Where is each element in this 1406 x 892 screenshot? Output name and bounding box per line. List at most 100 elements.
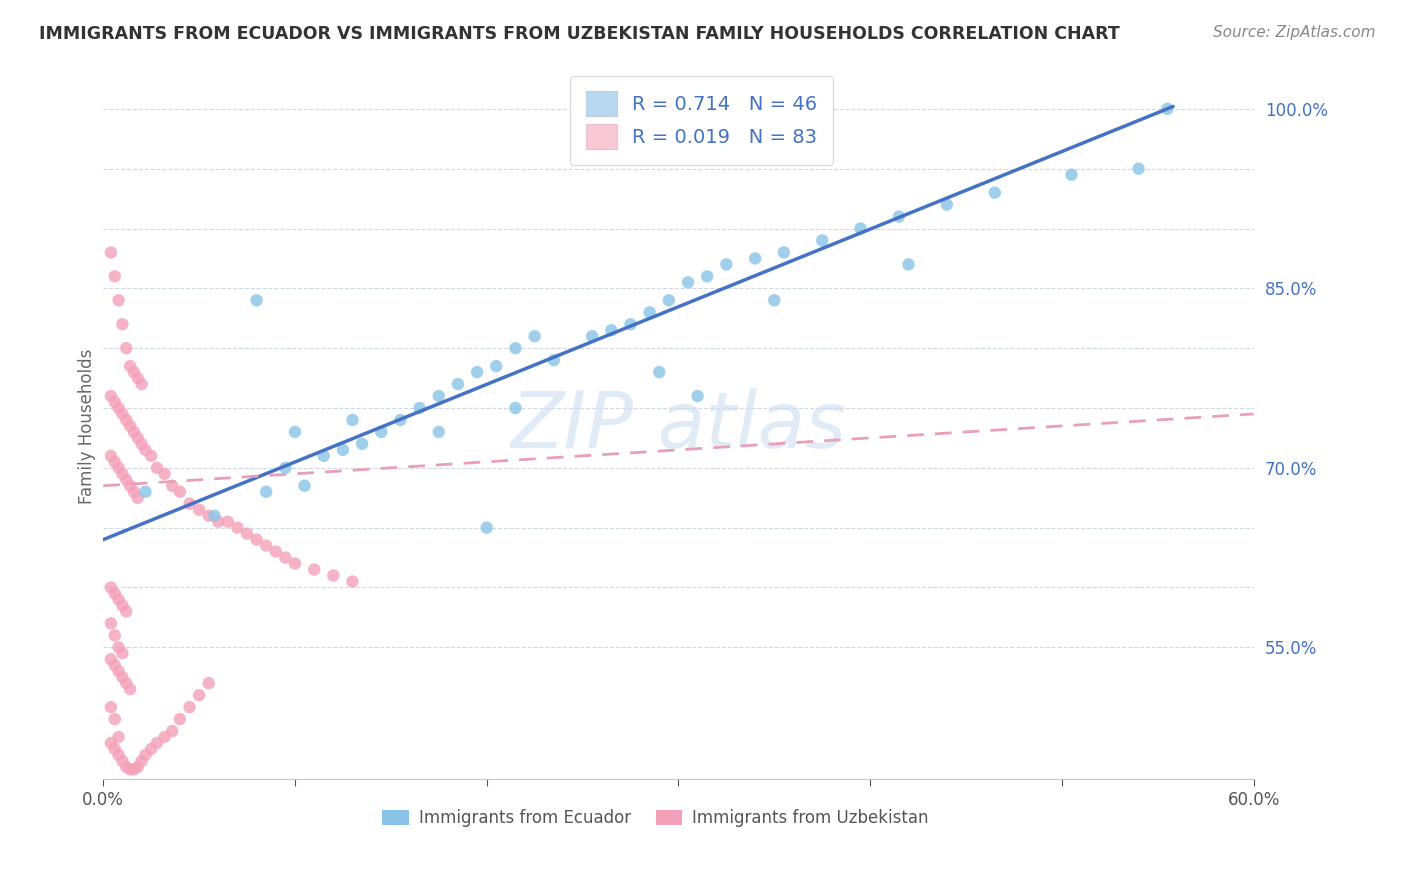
Point: [122, 365, 145, 379]
Point: [600, 323, 623, 337]
Point: [543, 353, 565, 368]
Point: [162, 479, 184, 493]
Point: [342, 574, 364, 589]
Point: [100, 700, 122, 714]
Point: [120, 479, 142, 493]
Legend: Immigrants from Ecuador, Immigrants from Uzbekistan: Immigrants from Ecuador, Immigrants from…: [375, 803, 935, 834]
Point: [254, 484, 277, 499]
Point: [658, 293, 681, 308]
Point: [100, 389, 122, 403]
Point: [696, 269, 718, 284]
Point: [236, 526, 259, 541]
Point: [100, 449, 122, 463]
Point: [427, 425, 450, 439]
Point: [897, 257, 920, 271]
Point: [131, 754, 153, 768]
Point: [284, 425, 307, 439]
Point: [115, 604, 138, 618]
Point: [352, 437, 374, 451]
Point: [107, 640, 129, 655]
Point: [811, 234, 834, 248]
Point: [104, 742, 127, 756]
Point: [100, 652, 122, 666]
Point: [104, 712, 127, 726]
Point: [153, 730, 176, 744]
Point: [100, 245, 122, 260]
Point: [104, 395, 127, 409]
Point: [254, 539, 277, 553]
Point: [264, 544, 287, 558]
Point: [648, 365, 671, 379]
Point: [619, 318, 641, 332]
Point: [638, 305, 661, 319]
Point: [207, 515, 229, 529]
Point: [104, 586, 127, 600]
Point: [427, 389, 450, 403]
Point: [284, 557, 307, 571]
Point: [179, 700, 201, 714]
Point: [246, 533, 269, 547]
Point: [302, 562, 325, 576]
Point: [322, 568, 344, 582]
Point: [107, 665, 129, 679]
Point: [370, 425, 392, 439]
Text: Source: ZipAtlas.com: Source: ZipAtlas.com: [1212, 25, 1375, 40]
Point: [134, 442, 156, 457]
Point: [120, 419, 142, 434]
Point: [342, 413, 364, 427]
Point: [984, 186, 1007, 200]
Point: [389, 413, 412, 427]
Point: [111, 599, 134, 613]
Point: [523, 329, 546, 343]
Point: [465, 365, 488, 379]
Point: [485, 359, 508, 373]
Point: [294, 479, 316, 493]
Point: [217, 515, 239, 529]
Point: [141, 742, 163, 756]
Point: [122, 762, 145, 776]
Point: [773, 245, 796, 260]
Point: [274, 460, 297, 475]
Point: [115, 341, 138, 355]
Point: [1060, 168, 1083, 182]
Point: [141, 449, 163, 463]
Point: [131, 377, 153, 392]
Point: [179, 497, 201, 511]
Y-axis label: Family Households: Family Households: [79, 348, 96, 504]
Point: [122, 425, 145, 439]
Point: [100, 736, 122, 750]
Point: [887, 210, 910, 224]
Point: [1128, 161, 1150, 176]
Point: [127, 760, 149, 774]
Text: ZIP atlas: ZIP atlas: [510, 388, 846, 464]
Point: [162, 724, 184, 739]
Point: [115, 676, 138, 690]
Point: [197, 508, 219, 523]
Point: [169, 712, 191, 726]
Point: [226, 521, 249, 535]
Point: [935, 197, 957, 211]
Point: [104, 455, 127, 469]
Point: [332, 442, 354, 457]
Point: [115, 473, 138, 487]
Point: [111, 646, 134, 660]
Point: [111, 407, 134, 421]
Point: [676, 276, 699, 290]
Point: [849, 221, 872, 235]
Point: [107, 401, 129, 415]
Point: [686, 389, 709, 403]
Point: [505, 401, 527, 415]
Point: [100, 616, 122, 631]
Point: [188, 502, 211, 516]
Point: [146, 736, 169, 750]
Point: [146, 460, 169, 475]
Point: [122, 484, 145, 499]
Point: [581, 329, 603, 343]
Point: [134, 747, 156, 762]
Point: [111, 754, 134, 768]
Point: [169, 484, 191, 499]
Point: [107, 730, 129, 744]
Point: [127, 431, 149, 445]
Point: [107, 747, 129, 762]
Point: [104, 658, 127, 673]
